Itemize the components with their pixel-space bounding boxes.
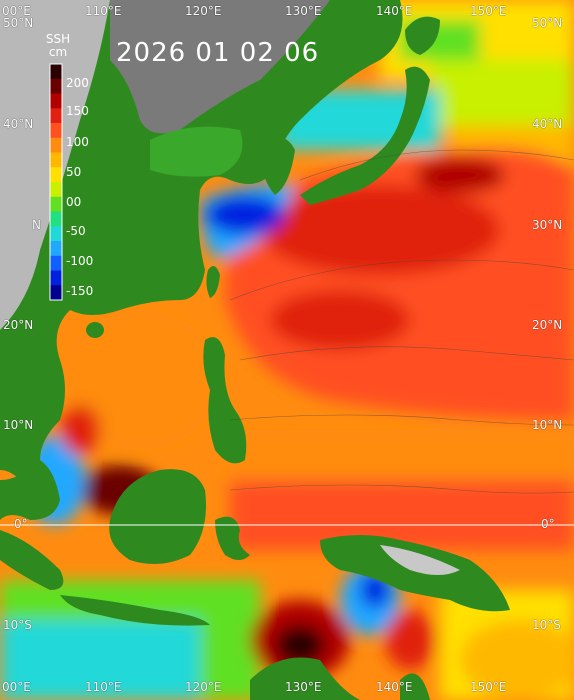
- colorbar-segment: [50, 255, 62, 271]
- colorbar-segment: [50, 241, 62, 257]
- lat-label-right: 40°N: [532, 117, 563, 131]
- lon-label-top: 00°E: [2, 4, 31, 18]
- map-title: 2026 01 02 06: [116, 38, 320, 68]
- colorbar-tick: 00: [66, 195, 82, 209]
- lon-label-bottom: 110°E: [85, 680, 122, 694]
- lon-label-bottom: 140°E: [376, 680, 413, 694]
- lat-label-left: 0°: [14, 517, 28, 531]
- colorbar-segment: [50, 196, 62, 212]
- colorbar-segment: [50, 270, 62, 286]
- colorbar-tick: 50: [66, 165, 82, 179]
- lon-label-bottom: 00°E: [2, 680, 31, 694]
- colorbar-tick: 150: [66, 104, 89, 118]
- colorbar-segment: [50, 93, 62, 109]
- colorbar-segment: [50, 137, 62, 153]
- lat-label-right: 30°N: [532, 218, 563, 232]
- lat-label-right: 10°N: [532, 418, 563, 432]
- colorbar-segment: [50, 285, 62, 301]
- lon-label-bottom: 130°E: [285, 680, 322, 694]
- colorbar-label-ssh: SSH: [45, 32, 71, 46]
- lon-label-bottom: 120°E: [185, 680, 222, 694]
- lon-label-bottom: 150°E: [470, 680, 507, 694]
- lat-label-right: 50°N: [532, 16, 563, 30]
- lat-label-left: N: [32, 218, 41, 232]
- lat-label-left: 50°N: [3, 16, 34, 30]
- colorbar-tick: 100: [66, 135, 89, 149]
- lat-label-right: 20°N: [532, 318, 563, 332]
- colorbar-segment: [50, 78, 62, 94]
- colorbar-border: [49, 63, 63, 301]
- colorbar-segment: [50, 152, 62, 168]
- land-masses: [0, 0, 510, 700]
- lon-label-top: 120°E: [185, 4, 222, 18]
- colorbar-title: SSH cm: [38, 33, 78, 59]
- lat-label-right: 0°: [541, 517, 555, 531]
- lon-label-top: 150°E: [470, 4, 507, 18]
- colorbar-tick: 200: [66, 76, 89, 90]
- colorbar-segment: [50, 64, 62, 80]
- lon-label-top: 140°E: [376, 4, 413, 18]
- lat-label-left: 20°N: [3, 318, 34, 332]
- lat-label-left: 10°S: [3, 618, 32, 632]
- colorbar-segment: [50, 211, 62, 227]
- colorbar-tick: -50: [66, 224, 86, 238]
- lon-label-top: 130°E: [285, 4, 322, 18]
- colorbar-tick: -150: [66, 284, 94, 298]
- colorbar-label-unit: cm: [48, 45, 68, 59]
- colorbar-segment: [50, 108, 62, 124]
- lon-label-top: 110°E: [85, 4, 122, 18]
- lat-label-left: 40°N: [3, 117, 34, 131]
- colorbar: [49, 63, 63, 301]
- lat-label-right: 10°S: [532, 618, 561, 632]
- colorbar-segment: [50, 123, 62, 139]
- colorbar-segment: [50, 226, 62, 242]
- colorbar-segment: [50, 182, 62, 198]
- lat-label-left: 10°N: [3, 418, 34, 432]
- colorbar-tick: -100: [66, 254, 94, 268]
- colorbar-segment: [50, 167, 62, 183]
- contour-lines: [229, 149, 574, 494]
